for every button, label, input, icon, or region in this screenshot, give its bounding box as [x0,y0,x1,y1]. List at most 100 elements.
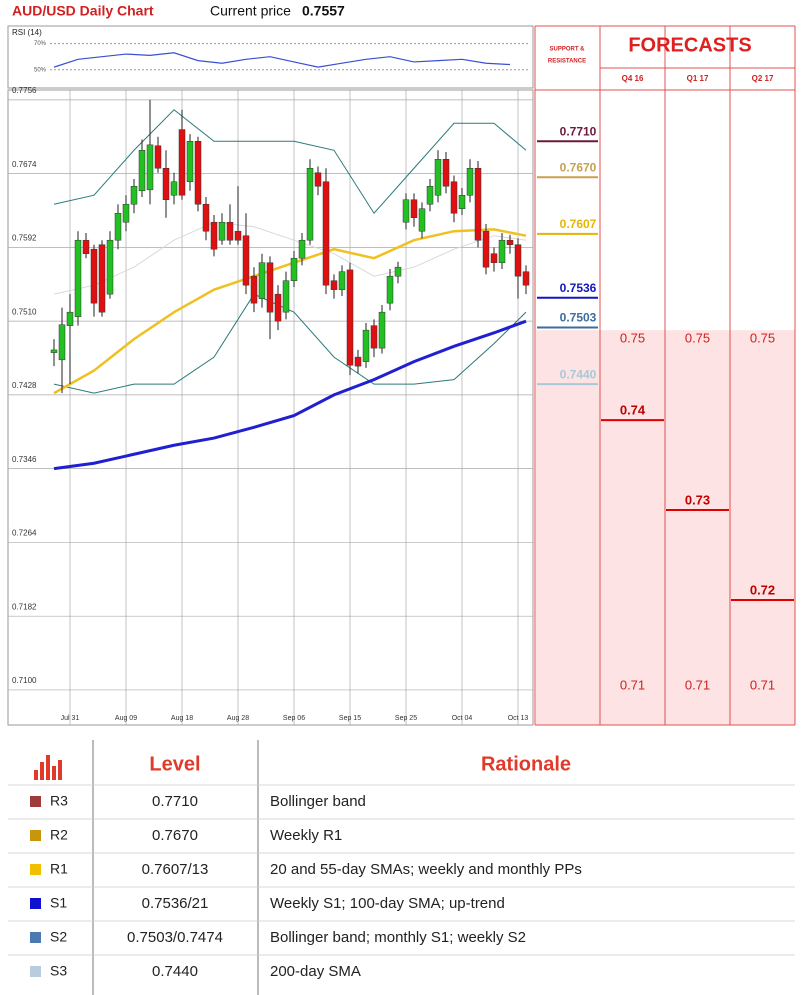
candle-body [82,239,90,254]
level-swatch [30,796,41,807]
candle-body [226,221,234,241]
candle-body [362,329,370,362]
candle-body [378,311,386,349]
chart-frame [7,89,534,726]
y-tick-label: 0.7346 [12,455,37,464]
forecast-value: 0.72 [750,582,775,597]
level-rationale: 20 and 55-day SMAs; weekly and monthly P… [270,861,582,878]
candle-body [410,199,418,218]
level-name: R1 [50,861,68,877]
sr-level-label: 0.7440 [560,367,597,381]
candle-body [162,168,170,200]
candle-body [474,168,482,241]
candle-body [58,324,66,361]
level-value: 0.7670 [152,827,198,844]
x-tick-label: Aug 28 [227,715,249,722]
candle-body [290,257,298,281]
level-swatch [30,898,41,909]
y-tick-label: 0.7264 [12,529,37,538]
candle-body [498,239,506,263]
candle-body [194,141,202,205]
x-tick-label: Sep 15 [339,715,361,722]
indicator-line [53,221,527,295]
level-value: 0.7503/0.7474 [127,929,223,946]
candle-body [386,275,394,304]
level-value: 0.7440 [152,963,198,980]
candle-body [306,168,314,241]
level-name: S1 [50,895,67,911]
level-rationale: Weekly S1; 100-day SMA; up-trend [270,895,505,912]
sr-level-label: 0.7536 [560,281,597,295]
candle-body [442,159,450,187]
candle-body [274,293,282,322]
candle-body [90,248,98,304]
level-value: 0.7536/21 [142,895,209,912]
candle-body [98,244,106,313]
candle-body [522,271,530,286]
candle-body [138,150,146,191]
candle-body [514,244,522,277]
candle-body [346,269,354,366]
rsi-line [53,52,511,68]
candle-body [186,141,194,182]
candle-body [234,230,242,241]
candle-body [466,168,474,196]
level-swatch [30,966,41,977]
indicator-line [53,109,527,215]
candle-body [114,212,122,241]
candle-body [130,185,138,205]
x-tick-label: Sep 25 [395,715,417,722]
range-high: 0.75 [685,331,710,346]
level-swatch [30,830,41,841]
candle-body [146,144,154,191]
level-name: S3 [50,963,67,979]
candle-body [202,203,210,232]
forecast-value: 0.73 [685,492,710,507]
candle-body [402,199,410,223]
candle-body [178,129,186,196]
y-tick-label: 0.7428 [12,381,37,390]
y-tick-label: 0.7510 [12,307,37,316]
candle-body [426,185,434,205]
candle-body [322,181,330,286]
level-name: R3 [50,793,68,809]
chart-title: AUD/USD Daily Chart [12,3,154,19]
forecast-title: FORECASTS [628,34,751,56]
candle-body [314,172,322,187]
range-high: 0.75 [620,331,645,346]
rsi-tick-label: 70% [34,41,47,47]
y-tick-label: 0.7756 [12,86,37,95]
candle-body [50,349,58,353]
indicator-line [53,293,527,394]
candle-body [458,194,466,209]
candle-body [434,159,442,196]
table-header: Level [149,753,200,775]
level-swatch [30,932,41,943]
candle-body [266,262,274,313]
rsi-title: RSI (14) [12,28,42,37]
y-tick-label: 0.7674 [12,160,37,169]
candle-body [482,230,490,268]
candle-body [154,145,162,169]
x-tick-label: Oct 13 [508,715,529,722]
price-label: Current price [210,3,291,19]
range-low: 0.71 [750,677,775,692]
candle-body [106,239,114,295]
candle-body [170,181,178,196]
candle-body [258,262,266,299]
level-rationale: Bollinger band [270,793,366,810]
candle-body [210,221,218,250]
sr-level-label: 0.7607 [560,217,597,231]
candle-body [250,275,258,304]
candle-body [450,181,458,214]
level-rationale: Bollinger band; monthly S1; weekly S2 [270,929,526,946]
candle-body [122,203,130,223]
candle-body [242,235,250,286]
sr-title: RESISTANCE [548,59,586,65]
sr-title: SUPPORT & [549,47,585,53]
period-label: Q2 17 [752,74,774,83]
x-tick-label: Oct 04 [452,715,473,722]
candle-body [490,253,498,263]
candle-body [66,311,74,326]
